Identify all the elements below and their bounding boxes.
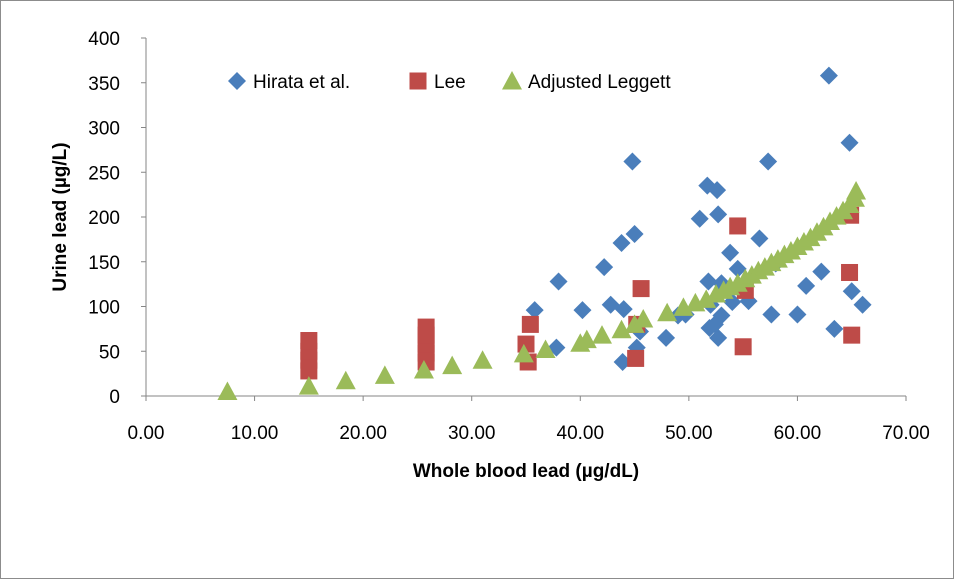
data-point-diamond [721,244,739,262]
data-point-diamond [750,229,768,247]
data-point-diamond [797,277,815,295]
data-point-square [418,319,435,336]
data-point-triangle [375,365,395,384]
data-point-diamond [709,205,727,223]
legend-label: Adjusted Leggett [528,72,671,93]
data-point-triangle [846,181,866,200]
x-tick-label: 50.00 [665,423,713,444]
data-point-diamond [843,282,861,300]
legend-label: Hirata et al. [253,72,350,93]
data-point-diamond [854,296,872,314]
data-point-square [300,332,317,349]
data-point-diamond [812,263,830,281]
data-point-diamond [788,306,806,324]
y-axis: 0 50 100 150 200 250 300 350 400 [88,29,146,408]
y-tick-label: 350 [88,74,120,95]
data-point-diamond [613,234,631,252]
data-point-diamond [820,67,838,85]
series-square [300,207,860,380]
x-tick-label: 20.00 [339,423,387,444]
x-tick-label: 30.00 [448,423,496,444]
data-point-diamond [626,225,644,243]
x-tick-label: 10.00 [231,423,279,444]
y-tick-label: 0 [109,387,120,408]
y-tick-label: 100 [88,298,120,319]
legend: Hirata et al. Lee Adjusted Leggett [228,71,671,93]
data-point-diamond [595,258,613,276]
legend-marker-diamond [228,72,246,90]
x-tick-label: 70.00 [882,423,930,444]
legend-label: Lee [434,72,466,93]
x-tick-label: 60.00 [774,423,822,444]
data-point-diamond [691,210,709,228]
y-axis-title: Urine lead (µg/L) [50,142,71,291]
data-point-triangle [442,356,462,375]
x-axis-title: Whole blood lead (µg/dL) [413,461,639,482]
x-axis: 0.00 10.00 20.00 30.00 40.00 50.00 60.00 70.00 [128,396,930,444]
y-tick-label: 200 [88,208,120,229]
data-point-triangle [336,371,356,390]
x-tick-label: 0.00 [128,423,165,444]
y-tick-label: 300 [88,119,120,140]
data-point-square [522,316,539,333]
data-point-square [843,327,860,344]
data-point-square [633,280,650,297]
data-point-diamond [550,272,568,290]
legend-marker-square [410,73,427,90]
data-point-triangle [217,382,237,401]
x-tick-label: 40.00 [557,423,605,444]
legend-marker-triangle [502,71,522,90]
series-layer [217,67,871,400]
y-tick-label: 50 [99,342,120,363]
data-point-diamond [657,329,675,347]
y-tick-label: 400 [88,29,120,50]
series-diamond [526,67,872,371]
data-point-square [841,264,858,281]
data-point-diamond [825,320,843,338]
data-point-triangle [592,325,612,344]
data-point-square [735,338,752,355]
data-point-diamond [623,153,641,171]
y-tick-label: 250 [88,163,120,184]
data-point-diamond [759,153,777,171]
y-tick-label: 150 [88,253,120,274]
data-point-diamond [841,134,859,152]
data-point-square [729,217,746,234]
data-point-diamond [573,301,591,319]
data-point-square [627,350,644,367]
data-point-diamond [762,306,780,324]
data-point-triangle [473,350,493,369]
